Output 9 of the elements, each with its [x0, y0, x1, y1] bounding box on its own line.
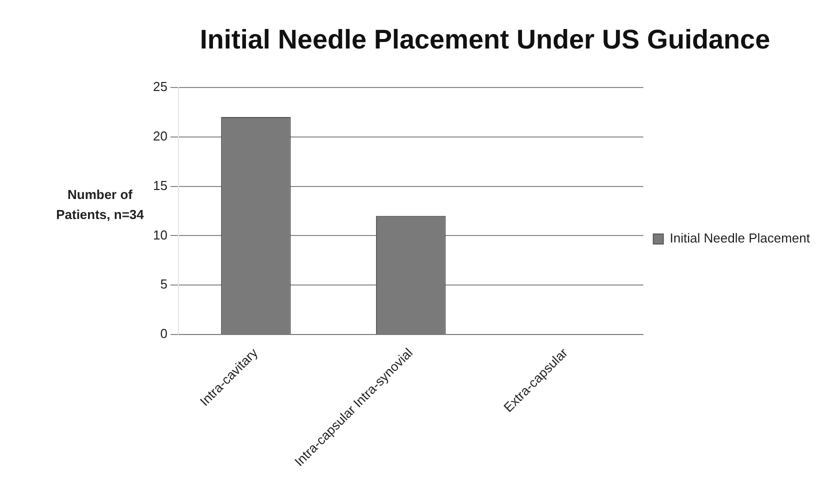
y-tick-label: 0 [160, 326, 168, 342]
y-tick-label: 15 [152, 178, 168, 193]
y-tick-label: 5 [160, 276, 168, 292]
legend-label: Initial Needle Placement [670, 230, 810, 246]
chart-title: Initial Needle Placement Under US Guidance [200, 24, 770, 55]
y-tick-label: 25 [152, 78, 168, 94]
y-tick-label: 10 [152, 227, 168, 242]
y-tick-label: 20 [152, 128, 168, 144]
y-axis-title: Number of Patients, n=34 [56, 187, 144, 222]
